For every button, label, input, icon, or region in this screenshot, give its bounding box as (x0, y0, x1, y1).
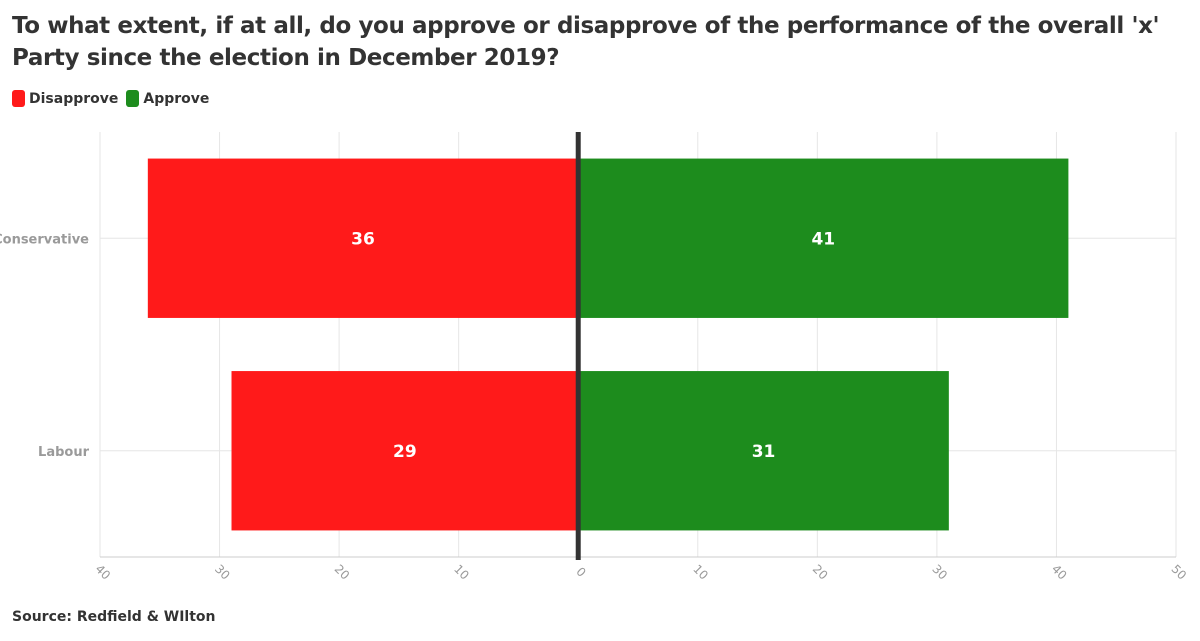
bar-disapprove-labour (231, 371, 579, 531)
category-label: Conservative (0, 232, 89, 247)
x-tick-label: 50 (1168, 562, 1189, 583)
x-tick-label: 0 (573, 565, 588, 580)
category-label: Labour (38, 445, 90, 460)
x-tick-label: 10 (451, 562, 472, 583)
x-tick-label: 40 (92, 562, 113, 583)
chart-title: To what extent, if at all, do you approv… (12, 13, 1160, 71)
legend-label-approve: Approve (143, 90, 210, 107)
legend-label-disapprove: Disapprove (29, 90, 119, 107)
legend-item-disapprove[interactable]: Disapprove (12, 90, 118, 107)
legend-swatch-disapprove (12, 90, 25, 107)
legend: Disapprove Approve (12, 90, 217, 107)
x-tick-label: 30 (929, 562, 950, 583)
bar-disapprove-conservative (147, 158, 579, 318)
legend-item-approve[interactable]: Approve (126, 90, 209, 107)
x-tick-label: 20 (332, 562, 353, 583)
data-label: 29 (393, 442, 417, 462)
bar-approve-conservative (578, 158, 1069, 318)
x-tick-label: 40 (1049, 562, 1070, 583)
source-note: Source: Redfield & WIlton (12, 609, 216, 625)
x-tick-label: 20 (810, 562, 831, 583)
x-tick-label: 30 (212, 562, 233, 583)
x-tick-label: 10 (690, 562, 711, 583)
bar-approve-labour (578, 371, 949, 531)
data-label: 41 (811, 229, 835, 249)
legend-swatch-approve (126, 90, 140, 107)
data-label: 31 (752, 442, 776, 462)
data-label: 36 (351, 229, 375, 249)
